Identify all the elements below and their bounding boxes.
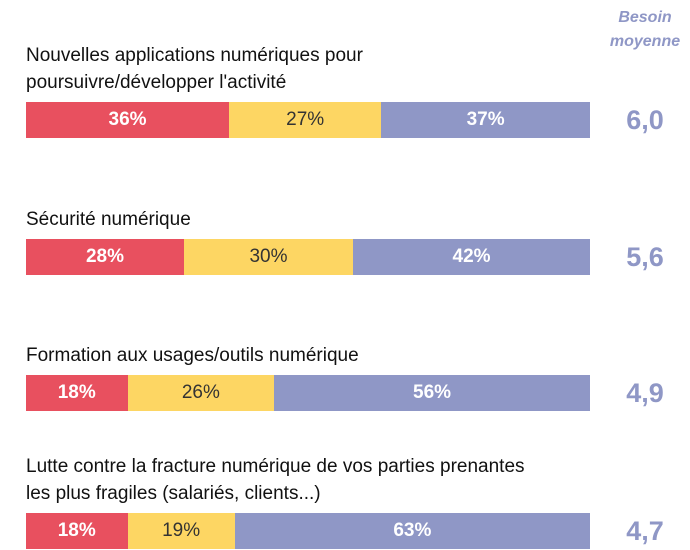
value-label: 30%: [249, 246, 288, 267]
category-label: Sécurité numérique: [26, 209, 191, 230]
bar-segment: 63%: [234, 513, 590, 549]
category-label: Lutte contre la fracture numérique de vo…: [26, 456, 525, 504]
value-label: 42%: [452, 246, 491, 267]
category-label: Formation aux usages/outils numérique: [26, 345, 359, 366]
bar-segment: 18%: [26, 375, 128, 411]
bar-segment: 19%: [127, 513, 235, 549]
bar-segment: 42%: [353, 239, 590, 275]
value-label: 27%: [286, 109, 325, 130]
bar-segment: 18%: [26, 513, 128, 549]
mean-value: 5,6: [626, 242, 664, 272]
bar-row: 36% 27% 37%: [26, 102, 590, 138]
value-label: 28%: [85, 246, 124, 267]
value-label: 37%: [466, 109, 505, 130]
bar-segment: 26%: [127, 375, 275, 411]
value-label: 18%: [57, 382, 96, 403]
bar-segment: 28%: [26, 239, 184, 275]
mean-header: Besoin moyenne: [609, 9, 681, 50]
value-label: 19%: [162, 520, 201, 541]
bar-segment: 30%: [183, 239, 354, 275]
bar-row: 18% 26% 56%: [26, 375, 590, 411]
mean-value: 4,7: [626, 516, 664, 546]
bar-segment: 27%: [229, 102, 382, 138]
value-label: 18%: [57, 520, 96, 541]
bar-segment: 37%: [381, 102, 590, 138]
value-label: 26%: [181, 382, 220, 403]
bar-segment: 56%: [274, 375, 590, 411]
category-label: Nouvelles applications numériques pour p…: [26, 45, 363, 93]
bar-row: 28% 30% 42%: [26, 239, 590, 275]
mean-value: 6,0: [626, 105, 664, 135]
value-label: 56%: [413, 382, 452, 403]
mean-value: 4,9: [626, 378, 664, 408]
bar-segment: 36%: [26, 102, 230, 138]
value-label: 36%: [108, 109, 147, 130]
bar-row: 18% 19% 63%: [26, 513, 590, 549]
value-label: 63%: [393, 520, 432, 541]
